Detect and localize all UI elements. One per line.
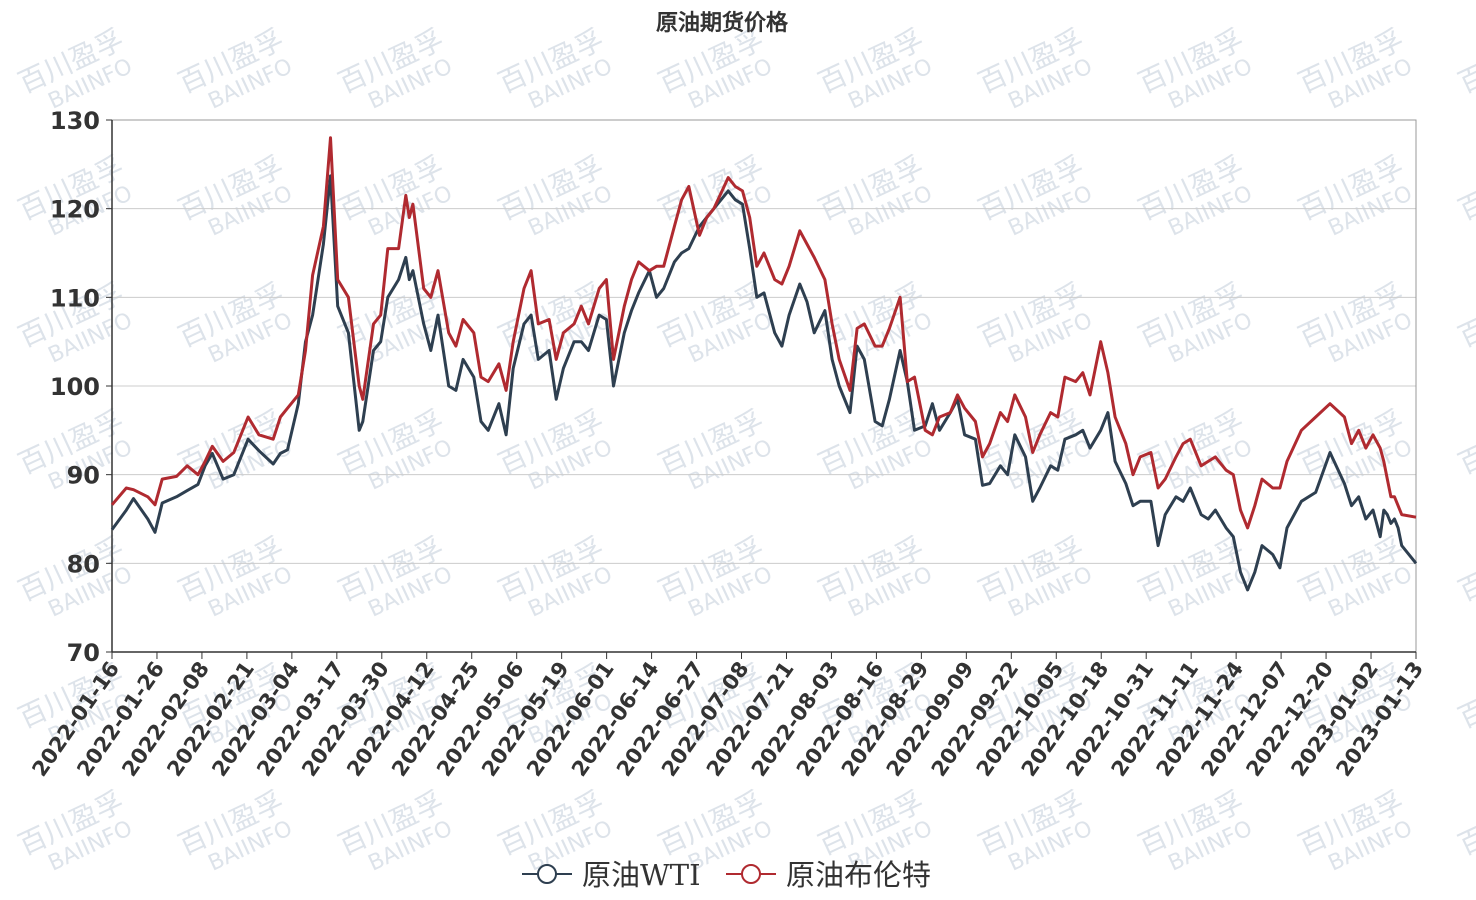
- series-layer: [110, 136, 1418, 592]
- y-tick-label: 120: [50, 196, 100, 224]
- legend-label: 原油WTI: [582, 858, 701, 892]
- y-tick-label: 100: [50, 373, 100, 401]
- watermark-text-cn: 百川盈孚: [1453, 785, 1476, 862]
- legend-label: 原油布伦特: [786, 858, 931, 892]
- watermark-text-cn: 百川盈孚: [1453, 658, 1476, 735]
- watermark-text-cn: 百川盈孚: [1453, 277, 1476, 354]
- watermark-text-cn: 百川盈孚: [1453, 150, 1476, 227]
- y-tick-label: 130: [50, 107, 100, 135]
- legend-marker: [537, 864, 557, 884]
- series-line-wti: [110, 174, 1418, 592]
- watermark-text-cn: 百川盈孚: [1453, 23, 1476, 100]
- watermark-text-cn: 百川盈孚: [1453, 531, 1476, 608]
- y-tick-label: 70: [67, 639, 100, 667]
- y-tick-label: 90: [67, 462, 100, 490]
- legend-item-brent[interactable]: 原油布伦特: [726, 858, 931, 892]
- legend-marker: [741, 864, 761, 884]
- y-tick-label: 80: [67, 550, 100, 578]
- y-tick-label: 110: [50, 284, 100, 312]
- legend-item-wti[interactable]: 原油WTI: [522, 858, 701, 892]
- chart-title: 原油期货价格: [656, 10, 789, 36]
- y-axis-ticks: 70 80 90 100 110 120 130: [50, 107, 112, 667]
- legend: 原油WTI 原油布伦特: [522, 858, 931, 892]
- watermark-text-cn: 百川盈孚: [1453, 404, 1476, 481]
- series-line-brent: [110, 136, 1417, 530]
